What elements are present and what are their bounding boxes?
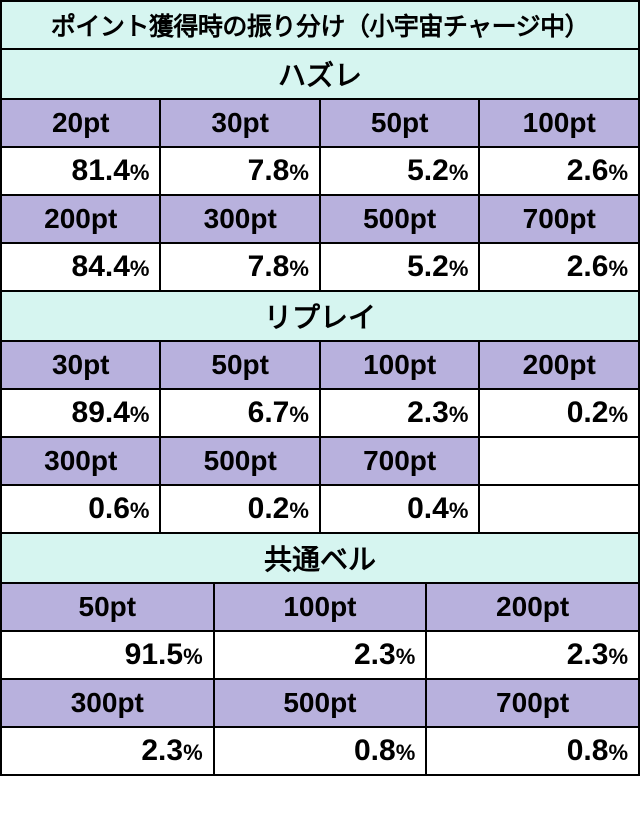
section-header: 共通ベル (1, 533, 639, 583)
percent-suffix: % (130, 160, 150, 185)
pt-header: 500pt (214, 679, 427, 727)
value-cell: 5.2% (320, 243, 479, 291)
value-number: 2.3 (567, 638, 609, 671)
value-number: 84.4 (72, 250, 130, 283)
value-cell: 7.8% (160, 243, 319, 291)
empty-cell (479, 437, 639, 485)
pt-header: 20pt (1, 99, 160, 147)
percent-suffix: % (130, 256, 150, 281)
pt-header: 100pt (479, 99, 639, 147)
value-cell: 0.2% (160, 485, 319, 533)
percent-suffix: % (183, 644, 203, 669)
pt-header: 300pt (1, 437, 160, 485)
pt-header: 100pt (320, 341, 479, 389)
pt-header: 300pt (1, 679, 214, 727)
pt-header: 50pt (1, 583, 214, 631)
value-cell: 0.8% (426, 727, 639, 775)
value-cell: 2.3% (214, 631, 427, 679)
value-cell: 2.6% (479, 243, 639, 291)
percent-suffix: % (608, 402, 628, 427)
value-number: 0.2 (567, 396, 609, 429)
percent-suffix: % (449, 498, 469, 523)
percent-suffix: % (608, 256, 628, 281)
value-cell: 6.7% (160, 389, 319, 437)
point-distribution-table: ポイント獲得時の振り分け（小宇宙チャージ中）ハズレ20pt30pt50pt100… (0, 0, 640, 776)
pt-header: 300pt (160, 195, 319, 243)
pt-header: 500pt (320, 195, 479, 243)
value-cell: 0.6% (1, 485, 160, 533)
percent-suffix: % (130, 498, 150, 523)
value-cell: 0.4% (320, 485, 479, 533)
percent-suffix: % (608, 740, 628, 765)
percent-suffix: % (289, 256, 309, 281)
value-number: 0.6 (88, 492, 130, 525)
value-number: 0.4 (407, 492, 449, 525)
value-cell: 81.4% (1, 147, 160, 195)
pt-header: 700pt (320, 437, 479, 485)
section-header: ハズレ (1, 49, 639, 99)
pt-header: 700pt (426, 679, 639, 727)
percent-suffix: % (183, 740, 203, 765)
value-number: 81.4 (72, 154, 130, 187)
value-cell: 5.2% (320, 147, 479, 195)
percent-suffix: % (289, 160, 309, 185)
value-number: 2.6 (567, 154, 609, 187)
value-number: 2.3 (354, 638, 396, 671)
value-number: 0.8 (354, 734, 396, 767)
pt-header: 200pt (479, 341, 639, 389)
value-number: 0.2 (248, 492, 290, 525)
empty-cell (479, 485, 639, 533)
percent-suffix: % (449, 160, 469, 185)
percent-suffix: % (289, 498, 309, 523)
value-number: 0.8 (567, 734, 609, 767)
section-header: リプレイ (1, 291, 639, 341)
pt-header: 500pt (160, 437, 319, 485)
value-number: 2.3 (407, 396, 449, 429)
value-number: 7.8 (248, 250, 290, 283)
value-number: 7.8 (248, 154, 290, 187)
value-number: 6.7 (248, 396, 290, 429)
value-cell: 2.6% (479, 147, 639, 195)
value-number: 5.2 (407, 154, 449, 187)
percent-suffix: % (608, 644, 628, 669)
value-number: 89.4 (72, 396, 130, 429)
value-cell: 0.8% (214, 727, 427, 775)
percent-suffix: % (289, 402, 309, 427)
percent-suffix: % (130, 402, 150, 427)
percent-suffix: % (396, 644, 416, 669)
pt-header: 100pt (214, 583, 427, 631)
pt-header: 50pt (160, 341, 319, 389)
pt-header: 200pt (426, 583, 639, 631)
pt-header: 700pt (479, 195, 639, 243)
percent-suffix: % (608, 160, 628, 185)
value-number: 2.6 (567, 250, 609, 283)
percent-suffix: % (449, 256, 469, 281)
value-cell: 91.5% (1, 631, 214, 679)
value-number: 91.5 (125, 638, 183, 671)
value-cell: 2.3% (1, 727, 214, 775)
value-cell: 7.8% (160, 147, 319, 195)
table-title: ポイント獲得時の振り分け（小宇宙チャージ中） (1, 1, 639, 49)
value-cell: 2.3% (426, 631, 639, 679)
percent-suffix: % (396, 740, 416, 765)
pt-header: 50pt (320, 99, 479, 147)
value-number: 5.2 (407, 250, 449, 283)
pt-header: 30pt (1, 341, 160, 389)
value-cell: 0.2% (479, 389, 639, 437)
value-cell: 2.3% (320, 389, 479, 437)
percent-suffix: % (449, 402, 469, 427)
value-number: 2.3 (141, 734, 183, 767)
value-cell: 89.4% (1, 389, 160, 437)
pt-header: 200pt (1, 195, 160, 243)
value-cell: 84.4% (1, 243, 160, 291)
pt-header: 30pt (160, 99, 319, 147)
